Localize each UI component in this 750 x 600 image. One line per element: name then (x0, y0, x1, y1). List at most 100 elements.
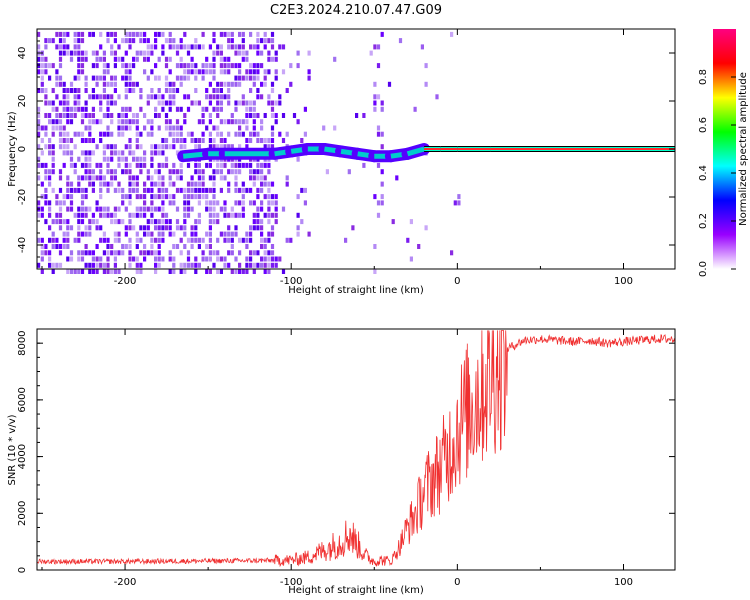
heat-cell (249, 175, 253, 181)
heat-cell (102, 237, 106, 243)
heat-cell (66, 269, 70, 274)
heat-cell (263, 113, 267, 118)
heat-cell (245, 256, 249, 262)
heat-cell (77, 187, 81, 193)
heat-cell (110, 212, 114, 218)
heat-cell (223, 237, 227, 243)
heat-cell (238, 200, 242, 206)
heat-cell (223, 119, 227, 125)
heat-cell (102, 250, 106, 256)
heat-cell (95, 56, 99, 62)
heat-cell (150, 88, 154, 93)
heat-cell (110, 156, 114, 162)
heat-cell (69, 138, 74, 143)
heat-cell (172, 125, 176, 131)
heat-cell (44, 38, 48, 44)
heat-cell (139, 31, 143, 37)
heat-cell (216, 212, 220, 218)
heat-cell (175, 88, 180, 93)
heat-cell (51, 150, 55, 156)
heat-cell (296, 63, 300, 69)
heat-cell (154, 181, 158, 187)
heat-cell (227, 237, 231, 243)
heat-cell (117, 119, 121, 125)
heat-cell (172, 81, 176, 87)
heat-cell (307, 75, 311, 81)
heat-cell (252, 113, 256, 118)
heat-cell (186, 50, 191, 56)
heat-cell (135, 56, 139, 62)
signal-track (177, 143, 675, 163)
heat-cell (190, 187, 194, 193)
heat-cell (227, 131, 231, 137)
heat-cell (128, 194, 132, 200)
heat-cell (161, 212, 165, 218)
heat-cell (154, 194, 158, 200)
heat-cell (150, 125, 154, 131)
heat-cell (102, 150, 106, 156)
x-tick-label: -100 (280, 577, 303, 588)
heat-cell (216, 250, 220, 256)
heat-cell (51, 169, 55, 175)
heat-cell (128, 81, 132, 87)
heat-cell (88, 150, 92, 156)
heat-cell (44, 88, 48, 93)
heat-cell (168, 44, 172, 50)
heat-cell (230, 231, 234, 237)
heat-cell (234, 63, 238, 69)
heat-cell (124, 194, 128, 200)
heat-cell (58, 31, 63, 37)
heat-cell (249, 250, 253, 256)
heat-cell (150, 162, 154, 168)
heat-cell (102, 181, 106, 187)
heat-cell (175, 75, 180, 81)
heat-cell (157, 150, 161, 156)
heat-cell (216, 44, 220, 50)
heat-cell (69, 150, 74, 156)
heat-cell (194, 144, 198, 150)
heat-cell (373, 94, 377, 100)
heat-cell (113, 169, 117, 175)
heat-cell (216, 125, 220, 131)
heat-cell (380, 144, 384, 150)
heat-cell (241, 131, 245, 137)
heat-cell (157, 169, 161, 175)
heat-cell (208, 162, 212, 168)
heat-cell (77, 237, 81, 243)
heat-cell (164, 88, 169, 93)
y-tick-label: 0 (17, 146, 28, 152)
heat-cell (99, 206, 103, 212)
heat-cell (150, 206, 154, 212)
heat-cell (238, 131, 242, 137)
heat-cell (164, 212, 169, 218)
heat-cell (117, 125, 121, 131)
heat-cell (241, 187, 245, 193)
heat-cell (157, 88, 161, 93)
heat-cell (143, 187, 147, 193)
heat-cell (62, 31, 66, 37)
heat-cell (110, 181, 114, 187)
heat-cell (135, 237, 139, 243)
heat-cell (168, 31, 172, 37)
heat-cell (376, 200, 381, 206)
heat-cell (77, 69, 81, 75)
heat-cell (303, 200, 307, 206)
heat-cell (102, 231, 106, 237)
heat-cell (55, 75, 59, 81)
heat-cell (154, 225, 158, 231)
heat-cell (62, 150, 66, 156)
heat-cell (267, 200, 271, 206)
heat-cell (66, 138, 70, 143)
heat-cell (270, 250, 275, 256)
heat-cell (241, 200, 245, 206)
heat-cell (409, 256, 413, 262)
heat-cell (208, 175, 212, 181)
heat-cell (143, 156, 147, 162)
heat-cell (322, 125, 326, 131)
heat-cell (303, 131, 307, 137)
heat-cell (186, 181, 191, 187)
heat-cell (212, 175, 216, 181)
heat-cell (373, 269, 377, 274)
heat-cell (88, 138, 92, 143)
heat-cell (183, 69, 187, 75)
